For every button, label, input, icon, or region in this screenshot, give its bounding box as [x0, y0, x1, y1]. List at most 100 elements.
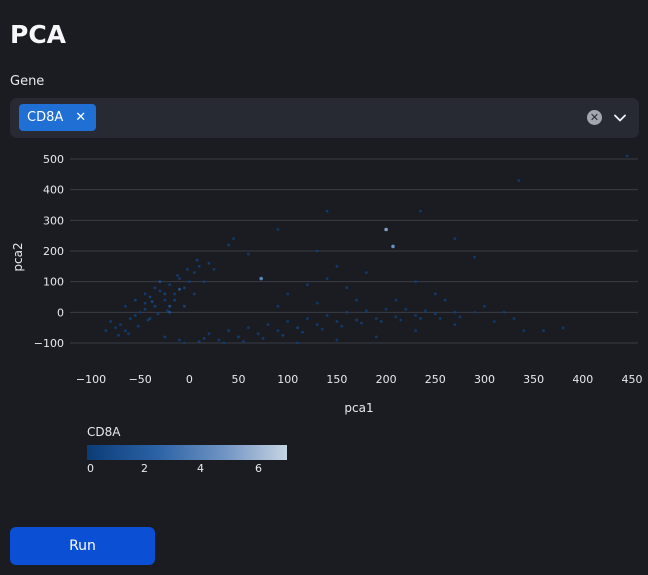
- scatter-point: [414, 280, 417, 284]
- scatter-point: [138, 310, 142, 314]
- scatter-point: [186, 268, 189, 271]
- gene-select-label: Gene: [10, 74, 45, 89]
- scatter-point: [158, 280, 162, 284]
- scatter-point: [143, 307, 147, 311]
- scatter-point: [173, 292, 177, 296]
- scatter-point: [365, 271, 368, 274]
- y-tick-label: 400: [43, 184, 64, 197]
- scatter-point: [124, 304, 127, 308]
- scatter-point: [247, 326, 250, 330]
- scatter-point: [276, 228, 280, 231]
- scatter-point: [512, 317, 516, 320]
- scatter-point: [136, 324, 140, 328]
- scatter-point: [301, 330, 304, 334]
- x-axis-label: pca1: [344, 401, 373, 415]
- scatter-point: [259, 276, 264, 281]
- scatter-point: [192, 271, 196, 274]
- scatter-point: [153, 286, 157, 290]
- scatter-point: [168, 310, 172, 314]
- x-tick-label: 0: [186, 373, 193, 386]
- colorbar-title: CD8A: [87, 425, 121, 439]
- y-tick-label: 500: [43, 153, 64, 166]
- scatter-point: [222, 341, 226, 345]
- remove-tag-icon[interactable]: ✕: [75, 110, 87, 125]
- scatter-point: [143, 292, 147, 296]
- x-tick-label: 200: [376, 373, 397, 386]
- scatter-point: [360, 321, 363, 325]
- colorbar-tick: 4: [197, 462, 204, 475]
- chevron-down-icon[interactable]: [613, 111, 627, 125]
- scatter-point: [197, 340, 201, 343]
- scatter-point: [325, 209, 329, 213]
- pca-scatter-chart[interactable]: −100 −50 0 50 100 150 200 250 300 350 400 450 −100 0…: [0, 150, 648, 420]
- scatter-point: [281, 333, 285, 337]
- scatter-point: [296, 326, 299, 330]
- scatter-point: [156, 312, 160, 316]
- scatter-point: [148, 295, 152, 299]
- scatter-point: [438, 317, 442, 320]
- scatter-point: [306, 317, 309, 320]
- x-tick-label: 250: [425, 373, 446, 386]
- scatter-point: [394, 298, 398, 302]
- colorbar-tick: 2: [141, 462, 148, 475]
- scatter-point: [178, 287, 181, 291]
- scatter-point: [286, 320, 290, 323]
- scatter-point: [163, 292, 167, 296]
- scatter-point: [133, 314, 137, 317]
- scatter-point: [178, 277, 181, 280]
- scatter-point: [315, 249, 319, 253]
- scatter-point: [345, 286, 349, 290]
- scatter-point: [178, 338, 181, 342]
- scatter-point: [124, 329, 127, 333]
- scatter-point: [119, 323, 122, 326]
- scatter-point: [158, 289, 162, 293]
- x-tick-label: 350: [523, 373, 544, 386]
- scatter-point: [414, 329, 417, 333]
- scatter-point: [473, 255, 476, 259]
- x-tick-label: 100: [277, 373, 298, 386]
- y-tick-label: 300: [43, 214, 64, 227]
- x-tick-label: −100: [76, 373, 106, 386]
- scatter-point: [232, 237, 236, 241]
- scatter-point: [133, 298, 137, 302]
- scatter-point: [391, 244, 395, 249]
- scatter-point: [188, 280, 191, 284]
- scatter-point: [414, 314, 417, 317]
- scatter-point: [286, 292, 290, 296]
- scatter-point: [227, 243, 231, 247]
- scatter-point: [325, 314, 329, 317]
- scatter-point: [625, 154, 629, 158]
- scatter-point: [345, 310, 349, 314]
- scatter-point: [163, 335, 167, 339]
- scatter-point: [335, 320, 339, 323]
- scatter-point: [242, 340, 245, 343]
- scatter-point: [355, 298, 358, 302]
- gene-multiselect[interactable]: CD8A ✕ ✕: [10, 98, 639, 138]
- scatter-point: [315, 301, 319, 305]
- scatter-point: [458, 315, 462, 319]
- scatter-point: [237, 335, 240, 339]
- scatter-point: [143, 301, 147, 305]
- y-axis-label: pca2: [11, 242, 25, 271]
- scatter-point: [424, 309, 427, 313]
- run-button[interactable]: Run: [10, 527, 155, 565]
- scatter-point: [146, 318, 150, 322]
- page-title: PCA: [10, 20, 67, 49]
- scatter-point: [483, 304, 486, 308]
- scatter-point: [355, 318, 358, 322]
- scatter-point: [163, 298, 167, 302]
- scatter-point: [296, 341, 299, 345]
- scatter-point: [419, 209, 422, 213]
- scatter-point: [217, 338, 221, 342]
- scatter-point: [192, 292, 196, 296]
- scatter-point: [384, 307, 388, 311]
- scatter-point: [266, 323, 270, 326]
- scatter-point: [195, 258, 199, 262]
- scatter-point: [168, 283, 172, 287]
- scatter-point: [394, 315, 398, 319]
- clear-selection-icon[interactable]: ✕: [587, 110, 602, 125]
- scatter-point: [261, 337, 265, 340]
- scatter-point: [320, 327, 324, 331]
- scatter-point: [374, 317, 378, 320]
- y-tick-label: 200: [43, 245, 64, 258]
